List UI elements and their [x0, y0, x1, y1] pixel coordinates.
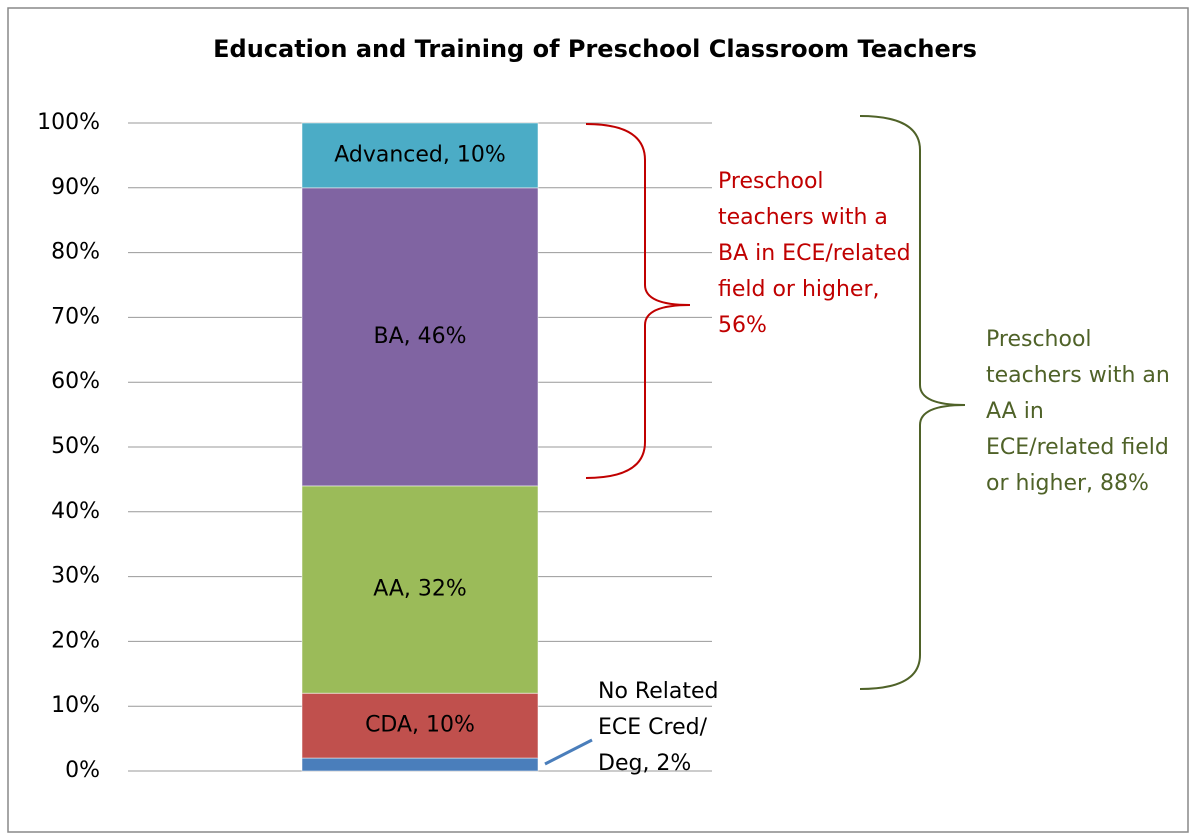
bar-segment	[301, 122, 539, 189]
brace	[859, 115, 966, 690]
y-tick-label: 10%	[51, 693, 100, 718]
bar-segment	[301, 692, 539, 759]
y-tick-label: 90%	[51, 175, 100, 200]
y-tick-label: 60%	[51, 369, 100, 394]
data-label: AA, 32%	[373, 577, 467, 602]
data-label: CDA, 10%	[365, 713, 475, 738]
y-tick-label: 30%	[51, 564, 100, 589]
annotation: Preschool teachers with a BA in ECE/rela…	[718, 169, 911, 338]
leader-line	[544, 738, 593, 766]
y-tick-label: 20%	[51, 628, 100, 653]
data-label: No Related ECE Cred/ Deg, 2%	[598, 679, 719, 776]
y-tick-label: 0%	[65, 758, 100, 783]
y-tick-label: 50%	[51, 434, 100, 459]
y-tick-label: 80%	[51, 240, 100, 265]
bar-segment	[301, 187, 539, 487]
brace	[585, 123, 691, 479]
y-tick-label: 70%	[51, 304, 100, 329]
data-label: BA, 46%	[373, 324, 466, 349]
bar-segment	[301, 485, 539, 694]
chart-border	[7, 7, 1189, 833]
annotation: Preschool teachers with an AA in ECE/rel…	[986, 327, 1170, 496]
y-tick-label: 40%	[51, 499, 100, 524]
data-label: Advanced, 10%	[334, 142, 506, 167]
chart-title: Education and Training of Preschool Clas…	[213, 35, 977, 63]
bar-segment	[301, 757, 539, 772]
y-tick-label: 100%	[37, 110, 100, 135]
